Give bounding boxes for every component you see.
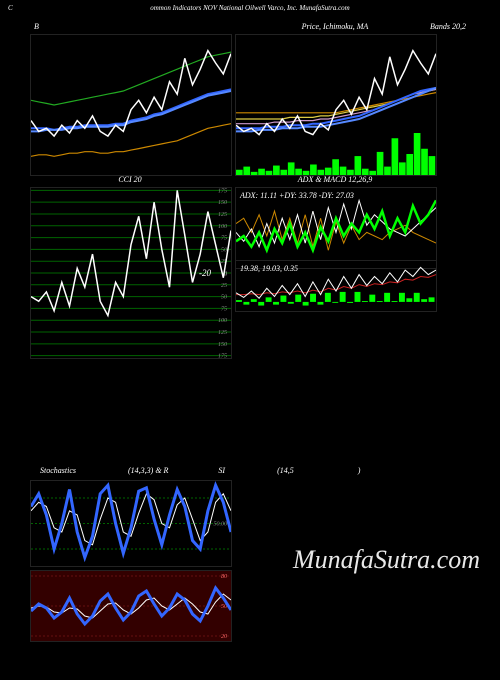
- svg-text:100: 100: [218, 318, 227, 324]
- page-header: C ommon Indicators NOV National Oilwell …: [0, 0, 500, 14]
- svg-text:-20: -20: [199, 268, 211, 278]
- stoch-panel: 50.00: [30, 480, 230, 567]
- svg-text:150: 150: [218, 342, 227, 348]
- adx-title: ADX & MACD 12,26,9: [235, 175, 435, 187]
- svg-text:100: 100: [218, 224, 227, 230]
- adx-values: ADX: 11.11 +DY: 33.78 -DY: 27.03: [239, 191, 354, 200]
- bollinger-panel: B: [30, 22, 230, 176]
- svg-text:25: 25: [221, 283, 227, 289]
- cci-panel: CCI 201751501251007550250255075100125150…: [30, 175, 230, 359]
- svg-text:125: 125: [218, 330, 227, 336]
- rsi-panel: 805020: [30, 570, 230, 642]
- svg-text:75: 75: [221, 306, 227, 312]
- svg-text:50: 50: [221, 247, 227, 253]
- svg-text:125: 125: [218, 212, 227, 218]
- bb-title-left: B: [30, 22, 230, 31]
- svg-text:75: 75: [221, 236, 227, 242]
- header-main: ommon Indicators NOV National Oilwell Va…: [150, 4, 350, 12]
- svg-text:150: 150: [218, 200, 227, 206]
- macd-values: 19.38, 19.03, 0.35: [240, 264, 298, 273]
- bb-title-right: Bands 20,2: [430, 22, 466, 31]
- svg-text:20: 20: [221, 634, 227, 640]
- watermark-text: MunafaSutra.com: [293, 545, 480, 575]
- svg-text:175: 175: [218, 188, 227, 194]
- svg-text:50: 50: [221, 295, 227, 301]
- price-ma-panel: Price, Ichimoku, MA: [235, 22, 435, 176]
- header-left: C: [8, 4, 13, 12]
- cci-title: CCI 20: [30, 175, 230, 187]
- svg-text:175: 175: [218, 354, 227, 359]
- macd-panel: 19.38, 19.03, 0.35: [235, 260, 435, 312]
- adx-panel: ADX & MACD 12,26,9 ADX: 11.11 +DY: 33.78 …: [235, 175, 435, 269]
- price-ma-title: Price, Ichimoku, MA: [235, 22, 435, 34]
- stoch-rsi-title: Stochastics (14,3,3) & R SI (14,5 ): [40, 466, 360, 475]
- svg-text:80: 80: [221, 574, 227, 580]
- svg-text:50.00: 50.00: [214, 522, 228, 528]
